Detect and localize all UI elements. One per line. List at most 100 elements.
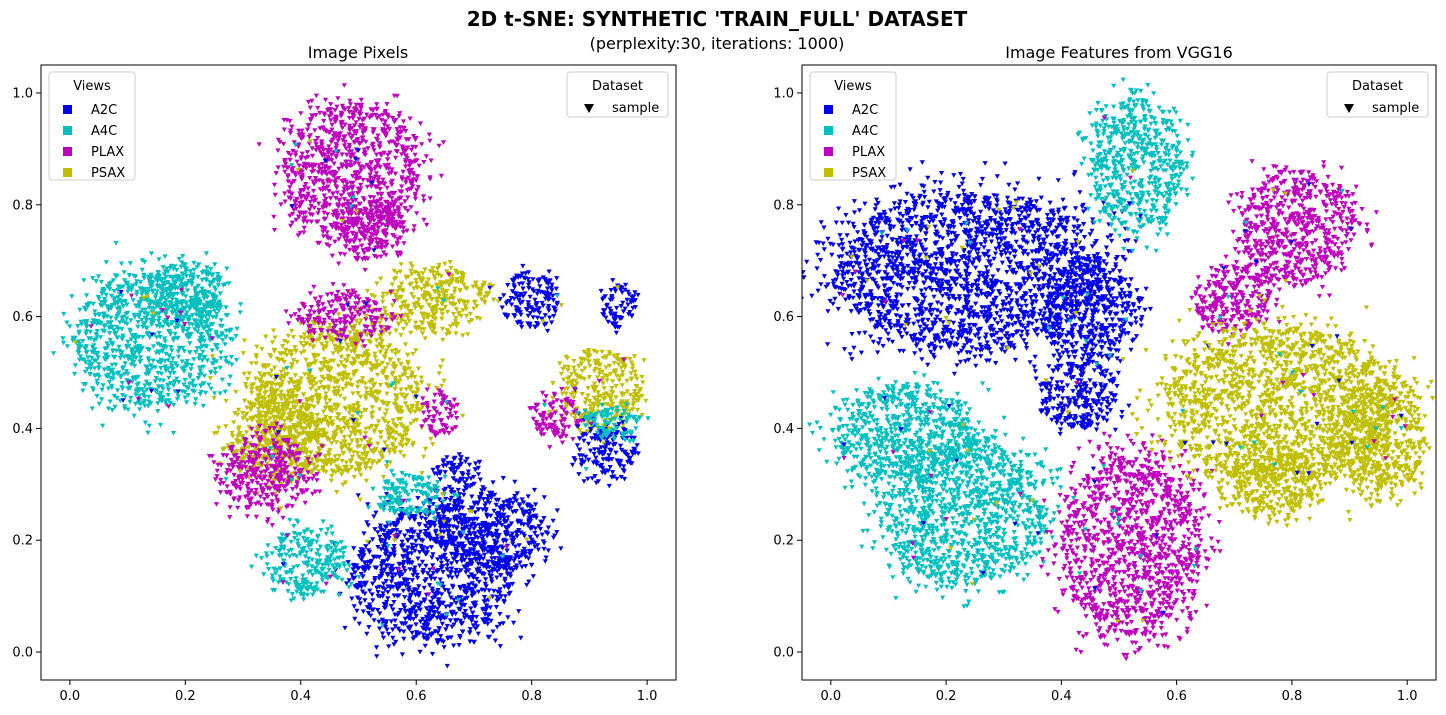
legend-marker-sample — [1344, 104, 1354, 113]
legend-swatch-a2c — [824, 105, 833, 114]
point — [328, 335, 335, 340]
axes-frame — [40, 64, 677, 681]
cluster-a2c — [405, 476, 564, 578]
point — [271, 473, 277, 478]
legend-label: A4C — [852, 124, 878, 139]
cluster-a4c — [137, 251, 244, 344]
point — [72, 340, 78, 345]
point — [575, 410, 581, 416]
y-tick-label: 1.0 — [773, 86, 794, 101]
point — [1300, 373, 1306, 378]
point — [1336, 378, 1342, 384]
point — [1243, 220, 1249, 226]
point — [1092, 479, 1098, 485]
legend-label: PSAX — [91, 166, 125, 181]
point — [1270, 188, 1276, 193]
point — [166, 404, 172, 409]
point — [1380, 415, 1386, 420]
point — [1065, 410, 1071, 415]
cluster-plax — [419, 387, 460, 439]
point — [1294, 470, 1300, 476]
y-tick-label: 0.0 — [12, 646, 33, 661]
cluster-markers — [137, 251, 244, 344]
axes-frame — [801, 64, 1437, 681]
y-tick-label: 0.6 — [773, 310, 794, 325]
point — [441, 519, 447, 525]
scatter-points — [50, 83, 651, 669]
point — [946, 320, 952, 326]
cluster-a4c — [50, 241, 243, 436]
cluster-markers — [283, 283, 404, 347]
point — [151, 311, 157, 317]
point — [287, 407, 293, 413]
cluster-markers — [364, 260, 501, 343]
point — [864, 278, 870, 284]
point — [1298, 390, 1304, 395]
point — [301, 419, 307, 424]
x-tick-label: 1.0 — [1397, 689, 1418, 704]
x-tick-label: 1.0 — [637, 689, 658, 704]
point — [1084, 292, 1090, 297]
point — [296, 215, 302, 220]
point — [524, 537, 530, 543]
point — [1013, 200, 1019, 206]
point — [323, 581, 329, 587]
point — [363, 301, 369, 306]
point — [1282, 198, 1288, 204]
point — [840, 293, 846, 298]
point — [413, 394, 419, 400]
point — [362, 344, 368, 349]
legend-label: PLAX — [91, 145, 124, 160]
point — [558, 303, 564, 308]
point — [437, 583, 444, 588]
point — [460, 530, 466, 535]
point — [1012, 521, 1018, 527]
point — [1267, 425, 1273, 430]
point — [388, 506, 394, 511]
point — [1024, 277, 1031, 282]
cluster-markers — [211, 383, 339, 497]
cluster-plax — [1189, 260, 1282, 347]
stray-points — [72, 139, 642, 628]
cluster-plax — [206, 423, 323, 528]
point — [353, 318, 359, 324]
point — [1138, 589, 1144, 594]
cluster-markers — [1029, 241, 1153, 376]
point — [1094, 362, 1100, 367]
point — [315, 170, 321, 175]
point — [458, 476, 464, 482]
point — [366, 443, 372, 449]
point — [890, 450, 896, 455]
point — [853, 269, 859, 275]
x-tick-label: 0.6 — [1166, 689, 1187, 704]
point — [840, 451, 846, 456]
point — [278, 506, 284, 511]
point — [224, 468, 231, 473]
point — [1244, 323, 1250, 329]
legend-label: A4C — [91, 124, 117, 139]
point — [1268, 505, 1274, 510]
point — [135, 396, 141, 402]
point — [307, 368, 313, 373]
point — [277, 472, 283, 478]
cluster-plax — [527, 386, 585, 450]
point — [456, 597, 462, 603]
point — [337, 338, 343, 344]
point — [881, 284, 888, 289]
point — [1225, 294, 1231, 300]
point — [1064, 529, 1070, 535]
point — [1101, 464, 1107, 469]
point — [1123, 317, 1129, 323]
point — [1098, 582, 1104, 587]
figure-subtitle: (perplexity:30, iterations: 1000) — [590, 34, 845, 53]
cluster-markers — [249, 517, 362, 603]
point — [1309, 344, 1315, 349]
point — [278, 424, 284, 430]
cluster-markers — [1120, 293, 1436, 511]
point — [504, 545, 510, 550]
point — [1252, 440, 1258, 446]
point — [351, 327, 357, 332]
point — [264, 418, 270, 424]
point — [1390, 414, 1396, 420]
